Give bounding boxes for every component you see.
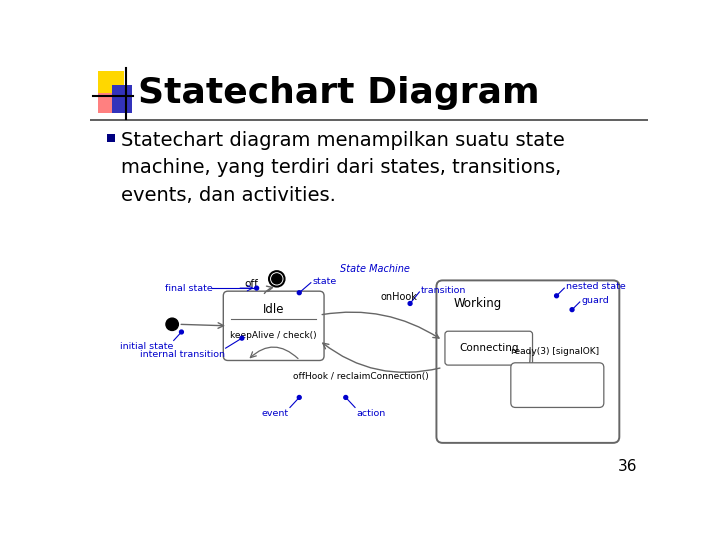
Circle shape xyxy=(344,395,348,400)
Text: Working: Working xyxy=(454,298,502,310)
Circle shape xyxy=(570,308,574,312)
FancyBboxPatch shape xyxy=(223,291,324,361)
Text: final state: final state xyxy=(165,284,212,293)
Text: offHook / reclaimConnection(): offHook / reclaimConnection() xyxy=(293,372,429,381)
Circle shape xyxy=(269,271,284,287)
Text: internal transition: internal transition xyxy=(140,350,225,359)
Text: ready(3) [signalOK]: ready(3) [signalOK] xyxy=(511,347,599,356)
Text: guard: guard xyxy=(581,296,609,305)
Circle shape xyxy=(554,294,559,298)
Bar xyxy=(107,134,114,142)
Text: Statechart diagram menampilkan suatu state
machine, yang terdiri dari states, tr: Statechart diagram menampilkan suatu sta… xyxy=(121,131,564,205)
Text: onHook: onHook xyxy=(380,292,417,302)
Circle shape xyxy=(271,274,282,284)
FancyBboxPatch shape xyxy=(436,280,619,443)
Bar xyxy=(112,85,132,112)
Text: state: state xyxy=(312,276,337,286)
Text: off: off xyxy=(244,279,258,289)
Text: Connected: Connected xyxy=(529,380,585,390)
Bar xyxy=(98,92,120,112)
Text: Idle: Idle xyxy=(263,303,284,316)
Circle shape xyxy=(179,330,184,334)
Text: Connecting: Connecting xyxy=(459,343,518,353)
Text: initial state: initial state xyxy=(120,342,173,351)
Text: nested state: nested state xyxy=(566,282,626,291)
Circle shape xyxy=(166,318,179,330)
Circle shape xyxy=(408,301,412,306)
Text: transition: transition xyxy=(421,286,467,295)
Text: action: action xyxy=(356,409,386,418)
Text: Statechart Diagram: Statechart Diagram xyxy=(138,76,540,110)
Bar xyxy=(98,71,124,96)
Circle shape xyxy=(297,291,301,295)
FancyBboxPatch shape xyxy=(510,363,604,408)
Circle shape xyxy=(240,336,244,340)
Circle shape xyxy=(255,286,258,290)
Circle shape xyxy=(297,395,301,400)
Text: keepAlive / check(): keepAlive / check() xyxy=(230,332,317,340)
FancyBboxPatch shape xyxy=(445,331,533,365)
Text: State Machine: State Machine xyxy=(341,264,410,274)
Text: 36: 36 xyxy=(618,460,637,475)
Text: event: event xyxy=(261,409,289,418)
